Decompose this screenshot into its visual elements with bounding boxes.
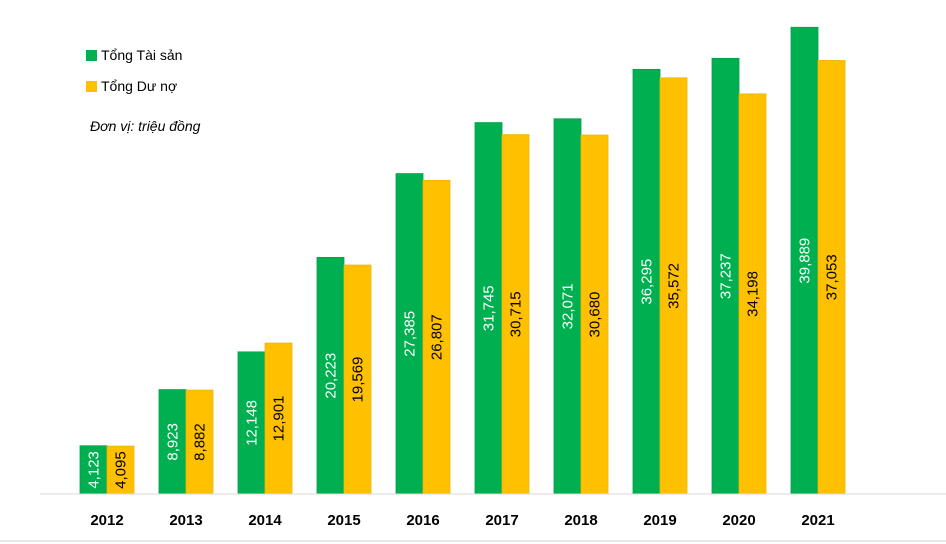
value-label-total-assets-2021: 39,889 (797, 238, 814, 284)
bar-total-assets-2013 (158, 389, 187, 495)
x-tick-label-2021: 2021 (801, 512, 834, 529)
bar-total-loans-2017 (501, 134, 530, 495)
value-label-total-loans-2017: 30,715 (508, 291, 525, 337)
legend-label-total-assets: Tổng Tài sản (101, 47, 183, 63)
value-label-total-assets-2017: 31,745 (481, 285, 498, 331)
x-tick-label-2017: 2017 (485, 512, 518, 529)
bar-total-loans-2020 (738, 93, 767, 495)
value-label-total-loans-2015: 19,569 (350, 357, 367, 403)
bar-total-assets-2020 (711, 57, 740, 495)
value-label-total-assets-2016: 27,385 (402, 311, 419, 357)
bar-total-loans-2013 (185, 389, 214, 495)
bar-total-loans-2012 (106, 445, 135, 495)
bar-total-loans-2016 (422, 179, 451, 495)
legend-item-total-loans: Tổng Dư nợ (86, 78, 177, 94)
legend-label-total-loans: Tổng Dư nợ (101, 78, 178, 94)
value-label-group: 4,123 4,095 8,923 8,882 12,148 12,901 20,223 19… (86, 238, 841, 489)
bar-total-loans-2018 (580, 134, 609, 495)
x-tick-label-group: 2012 2013 2014 2015 2016 2017 2018 2019 2020 2021 (90, 512, 834, 529)
value-label-total-assets-2019: 36,295 (639, 259, 656, 305)
value-label-total-loans-2012: 4,095 (113, 451, 130, 489)
x-tick-label-2015: 2015 (327, 512, 360, 529)
legend-swatch-total-assets (86, 49, 97, 61)
bar-total-loans-2014 (264, 342, 293, 495)
value-label-total-assets-2014: 12,148 (244, 400, 261, 446)
x-tick-label-2016: 2016 (406, 512, 439, 529)
value-label-total-loans-2014: 12,901 (271, 396, 288, 442)
legend-item-total-assets: Tổng Tài sản (86, 47, 182, 63)
bar-total-assets-2021 (790, 26, 819, 495)
value-label-total-loans-2016: 26,807 (429, 314, 446, 360)
bar-group (79, 26, 846, 495)
value-label-total-loans-2021: 37,053 (824, 254, 841, 300)
value-label-total-loans-2018: 30,680 (587, 292, 604, 338)
value-label-total-loans-2013: 8,882 (192, 423, 209, 461)
value-label-total-assets-2020: 37,237 (718, 253, 735, 299)
bar-total-loans-2015 (343, 264, 372, 495)
unit-note: Đơn vị: triệu đồng (90, 118, 201, 134)
bar-total-loans-2021 (817, 60, 846, 495)
x-tick-label-2020: 2020 (722, 512, 755, 529)
value-label-total-assets-2012: 4,123 (86, 451, 103, 489)
x-tick-label-2014: 2014 (248, 512, 282, 529)
value-label-total-assets-2018: 32,071 (560, 283, 577, 329)
x-tick-label-2019: 2019 (643, 512, 676, 529)
value-label-total-assets-2013: 8,923 (165, 423, 182, 461)
bar-total-loans-2019 (659, 77, 688, 495)
x-tick-label-2018: 2018 (564, 512, 597, 529)
legend-swatch-total-loans (86, 80, 97, 92)
value-label-total-assets-2015: 20,223 (323, 353, 340, 399)
value-label-total-loans-2020: 34,198 (745, 271, 762, 317)
value-label-total-loans-2019: 35,572 (666, 263, 683, 309)
x-tick-label-2013: 2013 (169, 512, 202, 529)
bar-total-assets-2012 (79, 445, 108, 495)
x-tick-label-2012: 2012 (90, 512, 123, 529)
